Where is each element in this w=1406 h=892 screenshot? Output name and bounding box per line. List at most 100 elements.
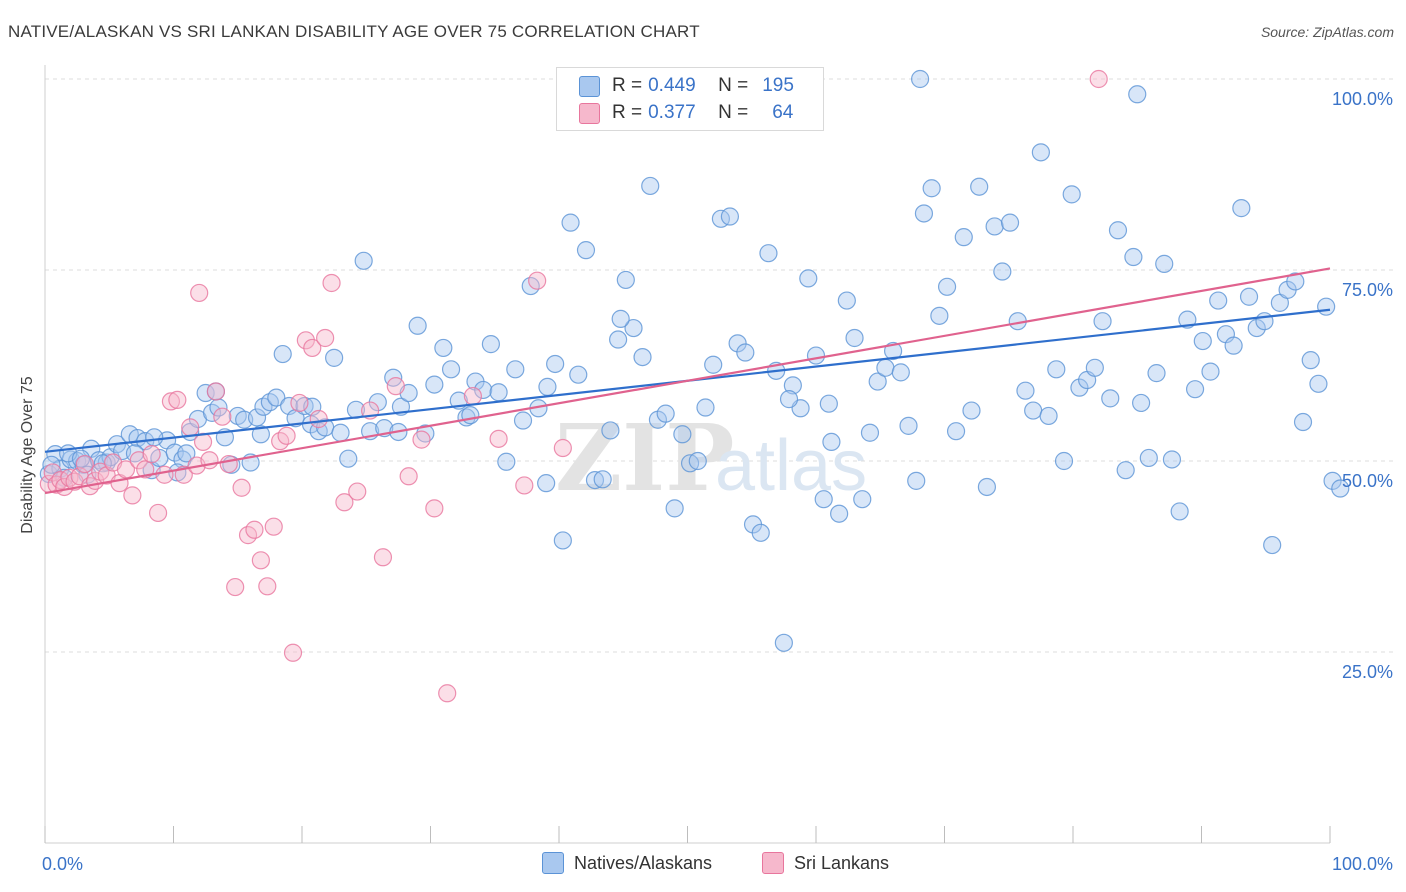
- data-point: [168, 390, 187, 409]
- data-point: [1162, 450, 1182, 469]
- tick-labels: 25.0% 50.0% 75.0% 100.0% 0.0% 100.0%: [42, 89, 1393, 874]
- data-point: [219, 454, 238, 474]
- y-axis-title: Disability Age Over 75: [19, 376, 36, 534]
- natives-swatch: [579, 75, 600, 97]
- data-point: [819, 394, 838, 413]
- data-point: [1089, 69, 1108, 89]
- data-point: [264, 517, 283, 536]
- data-point: [481, 335, 500, 354]
- data-point: [977, 477, 997, 497]
- data-point: [1293, 412, 1313, 432]
- data-point: [335, 493, 354, 512]
- data-point: [1024, 401, 1043, 420]
- data-point: [438, 684, 457, 703]
- y-tick-label: 100.0%: [1332, 89, 1393, 109]
- data-point: [316, 328, 335, 348]
- data-point: [434, 338, 453, 358]
- data-point: [515, 476, 534, 495]
- data-point: [1031, 143, 1050, 162]
- data-point: [386, 377, 405, 396]
- data-point: [1301, 351, 1320, 370]
- data-point: [569, 365, 588, 384]
- data-point: [1039, 406, 1058, 426]
- data-point: [759, 244, 778, 263]
- data-point: [860, 423, 880, 442]
- data-point: [75, 454, 94, 474]
- data-point: [273, 344, 292, 364]
- data-point: [868, 372, 887, 391]
- natives-legend-label: Natives/Alaskans: [574, 852, 713, 873]
- natives-legend-swatch: [542, 852, 564, 874]
- data-point: [267, 388, 286, 407]
- data-point: [463, 386, 483, 406]
- data-point: [461, 406, 480, 425]
- data-point: [251, 425, 270, 444]
- data-point: [641, 176, 660, 196]
- data-point: [325, 348, 344, 367]
- data-point: [528, 271, 547, 290]
- srilankans-legend-label: Sri Lankans: [794, 852, 890, 873]
- data-point: [696, 398, 715, 417]
- y-tick-label: 50.0%: [1342, 471, 1393, 491]
- srilankans-swatch: [579, 102, 600, 124]
- axes: [44, 65, 1331, 844]
- data-point: [736, 343, 755, 362]
- data-point: [348, 482, 367, 501]
- data-point: [425, 375, 444, 394]
- data-point: [806, 346, 826, 365]
- r-label: R =: [612, 75, 643, 96]
- data-point: [247, 408, 267, 427]
- data-point: [296, 331, 315, 350]
- data-point: [876, 358, 895, 377]
- data-point: [286, 409, 305, 428]
- data-point: [245, 520, 264, 539]
- data-point: [474, 380, 493, 400]
- data-point: [309, 409, 328, 429]
- data-point: [822, 432, 841, 451]
- data-point: [922, 179, 941, 198]
- data-point: [611, 309, 630, 328]
- data-point: [1239, 287, 1259, 306]
- data-point: [339, 449, 358, 468]
- trend-lines: [44, 267, 1331, 495]
- data-point: [946, 422, 966, 441]
- data-point: [412, 430, 431, 449]
- y-tick-label: 25.0%: [1342, 662, 1393, 682]
- stats-legend: R = 0.449 N = 195 R = 0.377 N = 64: [556, 67, 824, 131]
- data-point: [145, 428, 164, 447]
- data-point: [177, 444, 196, 463]
- series-srilankans-points: [39, 69, 1108, 703]
- data-point: [799, 269, 818, 288]
- data-point: [1128, 85, 1147, 104]
- data-point: [673, 425, 692, 444]
- data-point: [751, 523, 770, 542]
- data-point: [883, 341, 903, 361]
- n-value: 195: [762, 75, 794, 96]
- data-point: [1116, 461, 1135, 480]
- data-point: [148, 503, 168, 523]
- data-point: [954, 228, 973, 247]
- data-point: [331, 423, 350, 442]
- data-point: [1247, 318, 1266, 338]
- data-point: [561, 213, 580, 232]
- data-point: [1047, 360, 1066, 379]
- n-label: N =: [718, 102, 749, 123]
- legend-item-natives[interactable]: Natives/Alaskans: [542, 851, 712, 875]
- data-point: [1093, 312, 1112, 331]
- data-point: [830, 504, 849, 523]
- legend-item-srilankans[interactable]: Sri Lankans: [762, 851, 889, 875]
- data-point: [930, 306, 949, 325]
- data-point: [399, 467, 418, 486]
- data-point: [489, 429, 508, 448]
- data-point: [1286, 272, 1305, 291]
- data-point: [1263, 535, 1282, 555]
- data-point: [206, 382, 226, 401]
- data-point: [891, 363, 910, 382]
- data-point: [538, 377, 557, 396]
- data-point: [1155, 254, 1174, 273]
- data-point: [656, 404, 675, 423]
- data-point: [546, 354, 565, 374]
- data-point: [910, 69, 930, 89]
- data-point: [962, 401, 981, 420]
- data-point: [1101, 389, 1120, 408]
